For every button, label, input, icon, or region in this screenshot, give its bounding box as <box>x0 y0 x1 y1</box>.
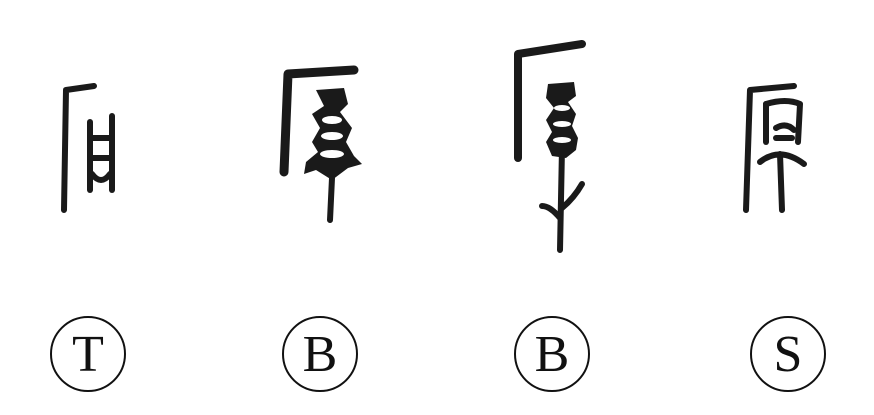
oracle-bone-glyph-icon <box>52 80 132 220</box>
seal-script-label-badge: S <box>750 316 826 392</box>
bronze-glyph-variant-icon <box>506 38 606 258</box>
label-text: B <box>534 326 570 383</box>
label-text: B <box>302 326 338 383</box>
bronze-label-badge: B <box>282 316 358 392</box>
label-text: T <box>72 326 104 383</box>
oracle-bone-label-badge: T <box>50 316 126 392</box>
bronze-variant-label-badge: B <box>514 316 590 392</box>
seal-script-glyph-icon <box>734 82 824 222</box>
bronze-glyph-icon <box>266 62 376 232</box>
label-text: S <box>773 326 803 383</box>
